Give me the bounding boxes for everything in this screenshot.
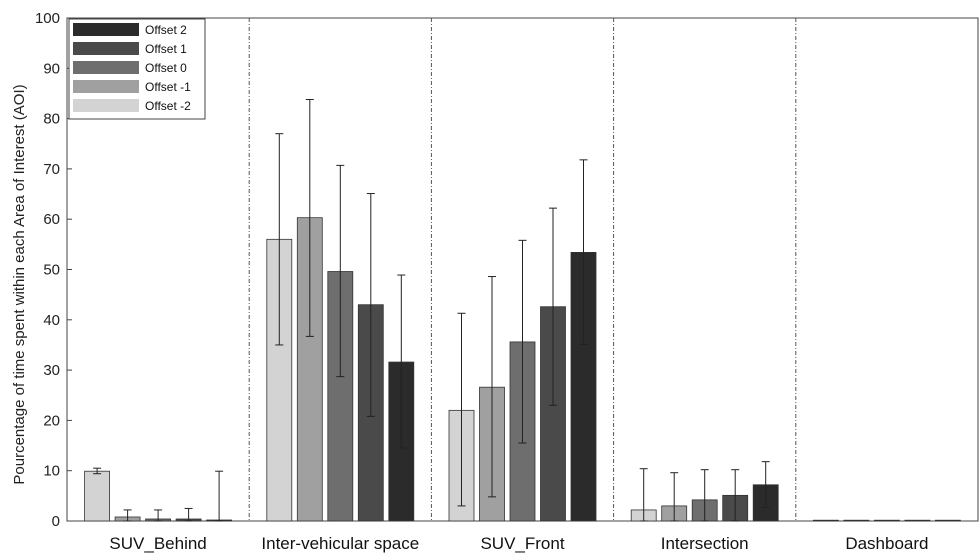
legend-swatch xyxy=(73,80,139,93)
bar xyxy=(935,519,961,522)
y-tick-label: 60 xyxy=(43,211,60,228)
y-tick-label: 0 xyxy=(52,513,60,530)
legend-label: Offset -2 xyxy=(145,99,191,113)
bar xyxy=(843,519,870,522)
bar xyxy=(813,519,839,522)
x-category-label: SUV_Front xyxy=(480,534,564,553)
error-bars xyxy=(93,98,770,522)
legend-label: Offset -1 xyxy=(145,80,191,94)
legend: Offset 2 Offset 1 Offset 0 Offset -1 Offset … xyxy=(68,18,206,120)
y-tick-label: 50 xyxy=(43,262,60,279)
x-category-label: Inter-vehicular space xyxy=(261,534,419,553)
y-tick-label: 90 xyxy=(43,60,60,77)
x-category-label: Dashboard xyxy=(845,534,928,553)
bar xyxy=(874,519,900,522)
bars xyxy=(84,217,961,522)
legend-swatch xyxy=(73,99,139,112)
x-category-label: SUV_Behind xyxy=(109,534,206,553)
y-tick-label: 10 xyxy=(43,463,60,480)
y-tick-label: 20 xyxy=(43,412,60,429)
legend-swatch xyxy=(73,23,139,36)
legend-swatch xyxy=(73,61,139,74)
y-tick-label: 40 xyxy=(43,312,60,329)
y-axis-ticks: 0 10 20 30 40 50 60 70 80 90 100 xyxy=(35,10,72,530)
legend-label: Offset 2 xyxy=(145,23,187,37)
legend-swatch xyxy=(73,42,139,55)
y-tick-label: 30 xyxy=(43,362,60,379)
legend-label: Offset 1 xyxy=(145,42,187,56)
x-axis-category-labels: SUV_Behind Inter-vehicular space SUV_Front… xyxy=(109,534,928,553)
category-separators xyxy=(248,18,797,521)
y-tick-label: 80 xyxy=(43,111,60,128)
y-tick-label: 70 xyxy=(43,161,60,178)
y-tick-label: 100 xyxy=(35,10,60,27)
x-category-label: Intersection xyxy=(661,534,749,553)
bar xyxy=(84,470,110,522)
bar xyxy=(904,519,931,522)
y-axis-title: Pourcentage of time spent within each Ar… xyxy=(11,84,28,484)
legend-label: Offset 0 xyxy=(145,61,187,75)
